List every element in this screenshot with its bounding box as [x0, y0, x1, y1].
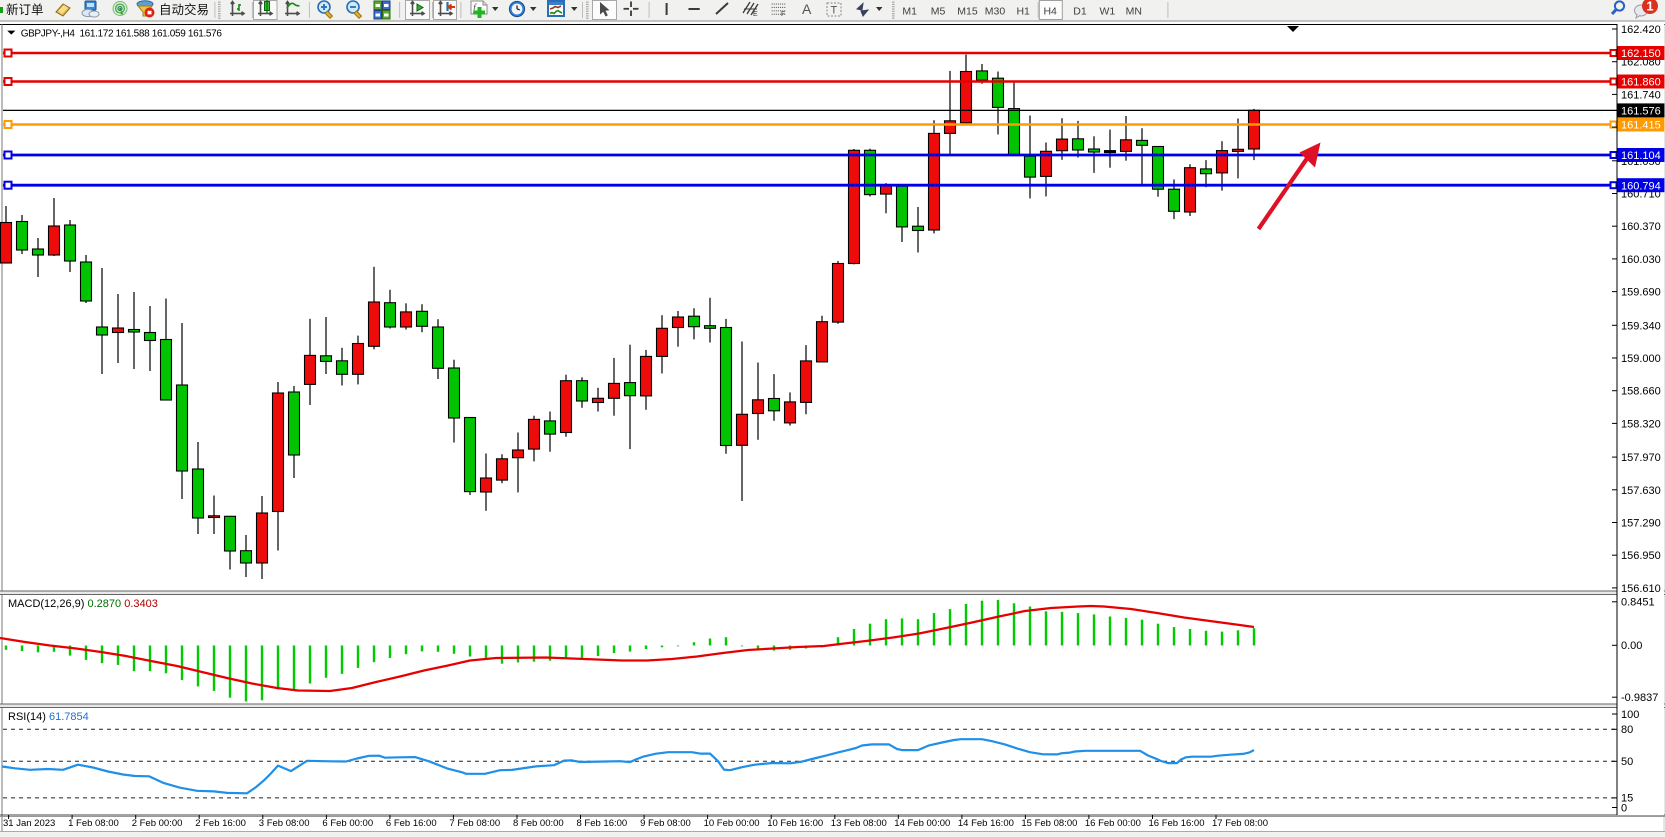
- svg-text:W1: W1: [1100, 6, 1116, 18]
- svg-text:8 Feb 00:00: 8 Feb 00:00: [513, 818, 564, 829]
- svg-text:16 Feb 00:00: 16 Feb 00:00: [1085, 818, 1141, 829]
- svg-text:50: 50: [1621, 756, 1633, 768]
- svg-text:GBPJPY-,H4 161.172 161.588 16: GBPJPY-,H4 161.172 161.588 161.059 161.5…: [21, 28, 223, 39]
- svg-text:100: 100: [1621, 709, 1639, 721]
- svg-text:10 Feb 16:00: 10 Feb 16:00: [767, 818, 823, 829]
- svg-text:1: 1: [1646, 0, 1653, 14]
- svg-text:1 Feb 08:00: 1 Feb 08:00: [68, 818, 119, 829]
- svg-text:159.340: 159.340: [1621, 320, 1661, 332]
- svg-text:6 Feb 00:00: 6 Feb 00:00: [322, 818, 373, 829]
- svg-text:M1: M1: [902, 6, 917, 18]
- svg-text:2 Feb 16:00: 2 Feb 16:00: [195, 818, 246, 829]
- svg-text:M15: M15: [957, 6, 978, 18]
- svg-text:161.415: 161.415: [1621, 120, 1661, 132]
- svg-text:F: F: [781, 11, 785, 18]
- svg-text:156.950: 156.950: [1621, 550, 1661, 562]
- svg-text:9 Feb 08:00: 9 Feb 08:00: [640, 818, 691, 829]
- svg-text:158.660: 158.660: [1621, 386, 1661, 398]
- svg-text:H1: H1: [1016, 6, 1030, 18]
- svg-text:H4: H4: [1043, 6, 1057, 18]
- svg-text:2 Feb 00:00: 2 Feb 00:00: [132, 818, 183, 829]
- svg-text:13 Feb 08:00: 13 Feb 08:00: [831, 818, 887, 829]
- svg-text:157.290: 157.290: [1621, 518, 1661, 530]
- svg-text:MACD(12,26,9) 0.2870 0.3403: MACD(12,26,9) 0.2870 0.3403: [8, 598, 158, 610]
- svg-text:161.740: 161.740: [1621, 89, 1661, 101]
- svg-text:160.370: 160.370: [1621, 221, 1661, 233]
- svg-text:17 Feb 08:00: 17 Feb 08:00: [1212, 818, 1268, 829]
- svg-text:157.630: 157.630: [1621, 485, 1661, 497]
- svg-text:160.794: 160.794: [1621, 180, 1661, 192]
- svg-text:自动交易: 自动交易: [159, 2, 209, 17]
- svg-text:0.8451: 0.8451: [1621, 597, 1655, 609]
- svg-text:T: T: [831, 5, 838, 17]
- svg-text:15: 15: [1621, 793, 1633, 805]
- svg-text:16 Feb 16:00: 16 Feb 16:00: [1149, 818, 1205, 829]
- svg-text:7 Feb 08:00: 7 Feb 08:00: [449, 818, 500, 829]
- svg-text:f: f: [473, 3, 477, 14]
- svg-text:新订单: 新订单: [6, 2, 44, 17]
- svg-text:158.320: 158.320: [1621, 418, 1661, 430]
- svg-text:161.576: 161.576: [1621, 106, 1661, 118]
- svg-text:15 Feb 08:00: 15 Feb 08:00: [1021, 818, 1077, 829]
- svg-text:M30: M30: [985, 6, 1006, 18]
- svg-text:31 Jan 2023: 31 Jan 2023: [3, 818, 55, 829]
- svg-text:0: 0: [1621, 802, 1627, 814]
- svg-text:-0.9837: -0.9837: [1621, 692, 1658, 704]
- svg-text:10 Feb 00:00: 10 Feb 00:00: [704, 818, 760, 829]
- svg-text:M5: M5: [931, 6, 946, 18]
- svg-text:160.030: 160.030: [1621, 254, 1661, 266]
- svg-text:3 Feb 08:00: 3 Feb 08:00: [259, 818, 310, 829]
- svg-text:161.860: 161.860: [1621, 77, 1661, 89]
- svg-text:162.150: 162.150: [1621, 48, 1661, 60]
- svg-text:14 Feb 00:00: 14 Feb 00:00: [894, 818, 950, 829]
- svg-text:157.970: 157.970: [1621, 452, 1661, 464]
- svg-text:159.690: 159.690: [1621, 287, 1661, 299]
- svg-text:A: A: [802, 1, 812, 17]
- svg-text:14 Feb 16:00: 14 Feb 16:00: [958, 818, 1014, 829]
- svg-text:161.104: 161.104: [1621, 150, 1661, 162]
- svg-text:E: E: [753, 11, 758, 18]
- svg-text:162.420: 162.420: [1621, 24, 1661, 36]
- svg-text:MN: MN: [1126, 6, 1142, 18]
- svg-text:0.00: 0.00: [1621, 640, 1642, 652]
- svg-text:159.000: 159.000: [1621, 353, 1661, 365]
- svg-text:RSI(14) 61.7854: RSI(14) 61.7854: [8, 711, 89, 723]
- svg-text:156.610: 156.610: [1621, 583, 1661, 595]
- svg-text:80: 80: [1621, 724, 1633, 736]
- svg-text:D1: D1: [1073, 6, 1087, 18]
- svg-text:6 Feb 16:00: 6 Feb 16:00: [386, 818, 437, 829]
- svg-text:8 Feb 16:00: 8 Feb 16:00: [577, 818, 628, 829]
